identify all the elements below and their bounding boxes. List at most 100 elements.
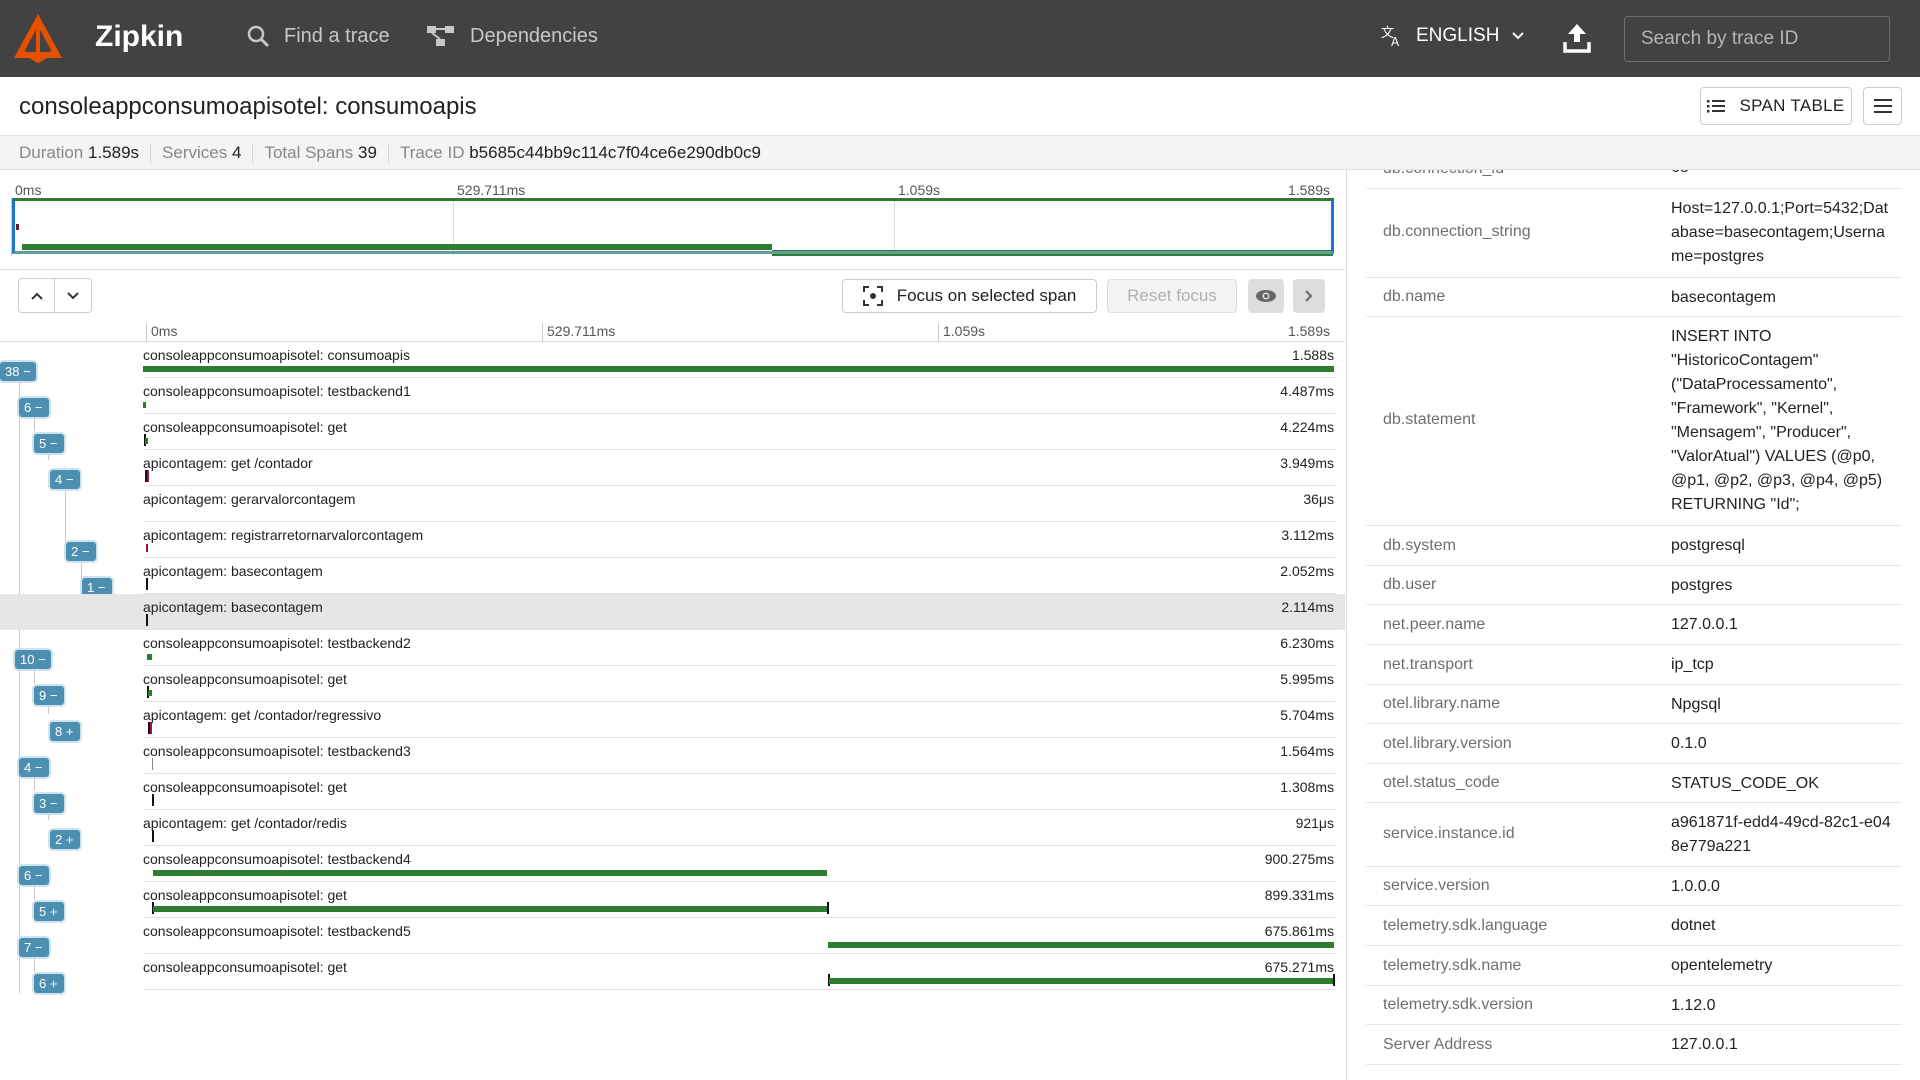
span-row[interactable]: 6 − consoleappconsumoapisotel: testbacke… bbox=[0, 846, 1345, 885]
span-duration: 5.995ms bbox=[1280, 671, 1334, 687]
span-bar bbox=[145, 438, 148, 444]
span-collapse-badge[interactable]: 38 − bbox=[0, 362, 36, 381]
timeline-toolbar: Focus on selected span Reset focus bbox=[0, 271, 1345, 321]
menu-button[interactable] bbox=[1863, 87, 1902, 125]
eye-icon bbox=[1256, 290, 1276, 302]
app-title[interactable]: Zipkin bbox=[95, 20, 184, 53]
span-row[interactable]: 5 + consoleappconsumoapisotel: get 899.3… bbox=[0, 882, 1345, 921]
span-collapse-badge[interactable]: 6 + bbox=[34, 974, 64, 993]
language-label: ENGLISH bbox=[1416, 25, 1500, 46]
focus-selected-span-button[interactable]: Focus on selected span bbox=[842, 279, 1097, 313]
nav-find-trace[interactable]: Find a trace bbox=[246, 24, 390, 48]
row-divider bbox=[143, 809, 1335, 810]
span-row[interactable]: 38 − consoleappconsumoapisotel: consumoa… bbox=[0, 342, 1345, 381]
span-duration: 1.308ms bbox=[1280, 779, 1334, 795]
span-collapse-badge[interactable]: 2 − bbox=[66, 542, 96, 561]
trace-minimap[interactable]: 0ms 529.711ms 1.059s 1.589s bbox=[0, 170, 1345, 270]
span-name: apicontagem: get /contador/regressivo bbox=[143, 707, 382, 723]
zipkin-logo-icon[interactable] bbox=[12, 12, 64, 64]
span-collapse-badge[interactable]: 4 − bbox=[19, 758, 49, 777]
span-duration: 1.564ms bbox=[1280, 743, 1334, 759]
row-divider bbox=[143, 845, 1335, 846]
span-row[interactable]: 8 + apicontagem: get /contador/regressiv… bbox=[0, 702, 1345, 741]
span-duration: 675.271ms bbox=[1264, 959, 1334, 975]
search-icon bbox=[247, 25, 270, 48]
next-span-button[interactable] bbox=[55, 278, 92, 313]
span-row[interactable]: 4 − consoleappconsumoapisotel: testbacke… bbox=[0, 738, 1345, 777]
tag-row: net.transport ip_tcp bbox=[1366, 645, 1902, 685]
tag-row: telemetry.sdk.name opentelemetry bbox=[1366, 946, 1902, 986]
span-collapse-badge[interactable]: 9 − bbox=[34, 686, 64, 705]
minimap-span-bar bbox=[772, 250, 1333, 256]
language-selector[interactable]: 文 A ENGLISH bbox=[1380, 24, 1525, 48]
span-row[interactable]: 4 − apicontagem: get /contador 3.949ms bbox=[0, 450, 1345, 489]
row-divider bbox=[143, 413, 1335, 414]
chevron-down-icon bbox=[67, 291, 79, 299]
timeline-tick: 529.711ms bbox=[542, 323, 615, 342]
timeline-tick: 1.059s bbox=[938, 323, 985, 342]
span-details-panel[interactable]: db.connection_id 68 db.connection_string… bbox=[1346, 170, 1920, 1080]
chevron-right-icon bbox=[1305, 290, 1313, 302]
span-row[interactable]: apicontagem: gerarvalorcontagem 36μs bbox=[0, 486, 1345, 522]
row-divider bbox=[143, 593, 1335, 594]
span-collapse-badge[interactable]: 10 − bbox=[15, 650, 51, 669]
span-row[interactable]: 2 − apicontagem: registrarretornarvalorc… bbox=[0, 522, 1345, 561]
span-row[interactable]: 5 − consoleappconsumoapisotel: get 4.224… bbox=[0, 414, 1345, 453]
span-marker bbox=[152, 830, 154, 842]
span-row[interactable]: 6 + consoleappconsumoapisotel: get 675.2… bbox=[0, 954, 1345, 993]
span-row[interactable]: 9 − consoleappconsumoapisotel: get 5.995… bbox=[0, 666, 1345, 705]
row-divider bbox=[143, 521, 1335, 522]
tag-row: net.peer.name 127.0.0.1 bbox=[1366, 605, 1902, 645]
nav-dependencies[interactable]: Dependencies bbox=[426, 24, 598, 48]
span-table-button[interactable]: SPAN TABLE bbox=[1700, 87, 1852, 125]
span-bar bbox=[828, 942, 1334, 948]
span-row[interactable]: 3 − consoleappconsumoapisotel: get 1.308… bbox=[0, 774, 1345, 813]
tag-key: otel.status_code bbox=[1383, 774, 1500, 791]
upload-icon[interactable] bbox=[1562, 22, 1592, 54]
span-collapse-badge[interactable]: 6 − bbox=[19, 398, 49, 417]
span-bar bbox=[143, 402, 146, 408]
toggle-visibility-button[interactable] bbox=[1248, 279, 1284, 313]
span-collapse-badge[interactable]: 8 + bbox=[50, 722, 80, 741]
top-app-bar: Zipkin Find a trace Dependencies 文 A ENG… bbox=[0, 0, 1920, 77]
span-row[interactable]: 1 − apicontagem: basecontagem 2.052ms bbox=[0, 558, 1345, 597]
span-row[interactable]: 7 − consoleappconsumoapisotel: testbacke… bbox=[0, 918, 1345, 957]
toggle-details-button[interactable] bbox=[1293, 279, 1325, 313]
reset-focus-button[interactable]: Reset focus bbox=[1107, 279, 1237, 313]
span-collapse-badge[interactable]: 3 − bbox=[34, 794, 64, 813]
tree-connector bbox=[34, 660, 35, 684]
span-duration: 675.861ms bbox=[1264, 923, 1334, 939]
tag-key: service.version bbox=[1383, 877, 1490, 894]
span-collapse-badge[interactable]: 1 − bbox=[82, 578, 112, 597]
summary-spans: Total Spans 39 bbox=[264, 142, 389, 163]
span-name: consoleappconsumoapisotel: get bbox=[143, 419, 347, 435]
span-name: consoleappconsumoapisotel: get bbox=[143, 959, 347, 975]
span-collapse-badge[interactable]: 6 − bbox=[19, 866, 49, 885]
span-row-selected[interactable]: apicontagem: basecontagem 2.114ms bbox=[0, 594, 1345, 630]
row-divider bbox=[143, 881, 1335, 882]
span-collapse-badge[interactable]: 5 + bbox=[34, 902, 64, 921]
span-collapse-badge[interactable]: 4 − bbox=[50, 470, 80, 489]
tag-value: STATUS_CODE_OK bbox=[1671, 775, 1819, 792]
row-divider bbox=[143, 665, 1335, 666]
previous-span-button[interactable] bbox=[18, 278, 55, 313]
summary-trace-id-label: Trace ID bbox=[399, 142, 465, 162]
tag-row: db.connection_id 68 bbox=[1366, 170, 1902, 189]
span-duration: 6.230ms bbox=[1280, 635, 1334, 651]
tree-connector bbox=[19, 371, 20, 993]
tag-value: 127.0.0.1 bbox=[1671, 616, 1738, 633]
span-row[interactable]: 2 + apicontagem: get /contador/redis 921… bbox=[0, 810, 1345, 849]
span-collapse-badge[interactable]: 2 + bbox=[50, 830, 80, 849]
span-collapse-badge[interactable]: 5 − bbox=[34, 434, 64, 453]
row-divider bbox=[143, 773, 1335, 774]
tag-key: net.peer.name bbox=[1383, 616, 1486, 633]
minimap-canvas[interactable] bbox=[11, 198, 1334, 256]
span-row[interactable]: 6 − consoleappconsumoapisotel: testbacke… bbox=[0, 378, 1345, 417]
span-collapse-badge[interactable]: 7 − bbox=[19, 938, 49, 957]
trace-id-search-input[interactable] bbox=[1624, 16, 1890, 62]
span-row[interactable]: 10 − consoleappconsumoapisotel: testback… bbox=[0, 630, 1345, 669]
summary-spans-label: Total Spans bbox=[264, 142, 354, 162]
span-name: apicontagem: basecontagem bbox=[143, 599, 323, 615]
span-marker bbox=[152, 758, 153, 770]
span-name: consoleappconsumoapisotel: testbackend3 bbox=[143, 743, 411, 759]
